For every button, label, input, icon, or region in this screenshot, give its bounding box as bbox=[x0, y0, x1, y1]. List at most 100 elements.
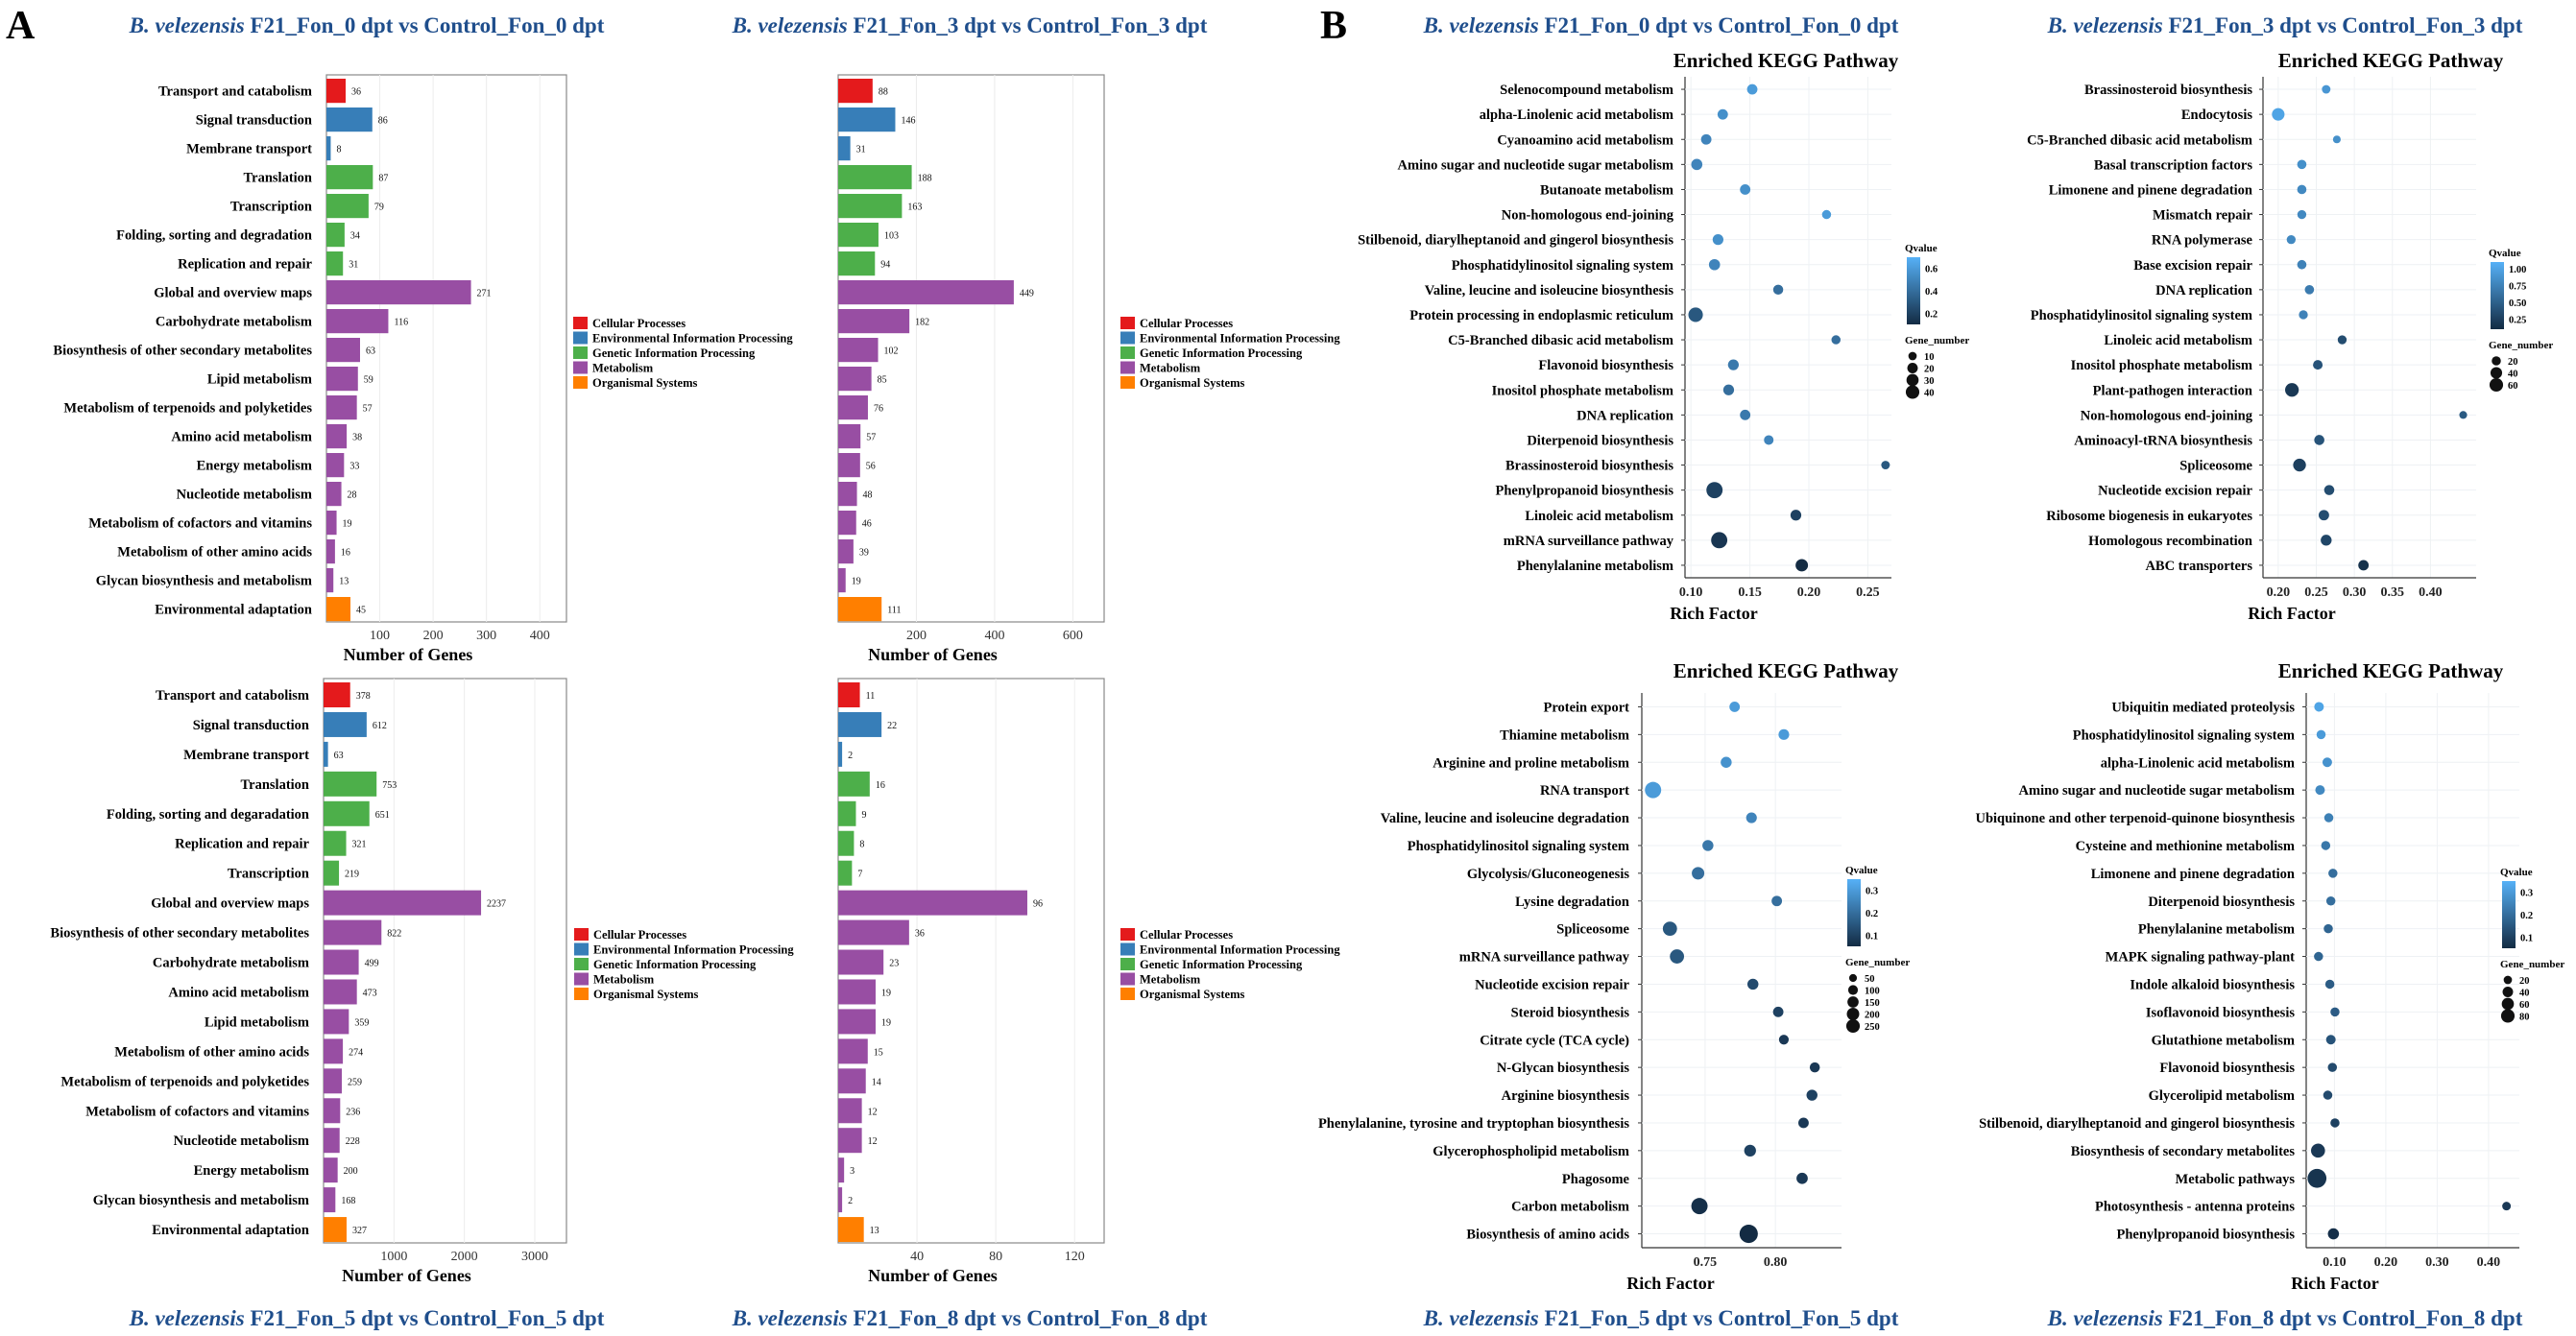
category-label: Replication and repair bbox=[178, 257, 312, 273]
qvalue-tick-label: 0.1 bbox=[1866, 931, 1878, 942]
pathway-point bbox=[1745, 812, 1757, 823]
bar-value-label: 378 bbox=[356, 691, 371, 702]
bar bbox=[326, 568, 334, 593]
pathway-point bbox=[2297, 184, 2307, 195]
category-label: Global and overview maps bbox=[154, 286, 312, 301]
pathway-point bbox=[1708, 258, 1721, 271]
category-label: Signal transduction bbox=[196, 113, 312, 129]
bar bbox=[838, 919, 909, 945]
category-label: Translation bbox=[244, 171, 312, 186]
category-label: Nucleotide metabolism bbox=[177, 488, 312, 503]
x-tick-label: 0.30 bbox=[2343, 585, 2367, 600]
gene-number-legend-label: 150 bbox=[1865, 998, 1880, 1009]
pathway-point bbox=[1740, 184, 1751, 195]
legend-label: Genetic Information Processing bbox=[1140, 958, 1303, 971]
bar-value-label: 39 bbox=[859, 548, 869, 559]
legend-swatch bbox=[1120, 972, 1135, 986]
bar-value-label: 13 bbox=[870, 1226, 879, 1236]
qvalue-tick-label: 0.50 bbox=[2509, 298, 2526, 309]
bar-value-label: 9 bbox=[861, 810, 866, 821]
legend-label: Genetic Information Processing bbox=[1140, 346, 1303, 360]
qvalue-tick-label: 0.3 bbox=[2520, 889, 2533, 899]
gene-number-legend-dot bbox=[2490, 367, 2503, 379]
bar-value-label: 182 bbox=[915, 318, 929, 328]
legend-swatch bbox=[1120, 361, 1135, 374]
x-tick-label: 0.40 bbox=[2477, 1255, 2501, 1270]
pathway-point bbox=[2323, 813, 2334, 823]
category-label: Metabolism of terpenoids and polyketides bbox=[60, 1074, 309, 1089]
bar bbox=[326, 482, 342, 507]
legend-swatch bbox=[573, 346, 588, 359]
pathway-label: ABC transporters bbox=[2145, 559, 2252, 574]
bar-value-label: 7 bbox=[857, 870, 862, 880]
gene-number-legend-label: 20 bbox=[2508, 357, 2518, 368]
pathway-point bbox=[1806, 1089, 1818, 1101]
x-tick-label: 200 bbox=[906, 629, 927, 643]
bar-value-label: 16 bbox=[876, 780, 885, 791]
qvalue-colorbar bbox=[1847, 879, 1861, 946]
x-tick-label: 100 bbox=[370, 629, 390, 643]
category-label: Metabolism of terpenoids and polyketides bbox=[63, 401, 312, 417]
pathway-point bbox=[2297, 209, 2307, 220]
pathway-label: Phosphatidylinositol signaling system bbox=[1452, 258, 1673, 274]
pathway-point bbox=[2332, 135, 2341, 144]
bar-value-label: 19 bbox=[881, 988, 891, 998]
bar bbox=[838, 1157, 845, 1183]
pathway-label: Phenylalanine metabolism bbox=[2138, 922, 2295, 938]
panel-label-a: A bbox=[6, 4, 36, 48]
x-tick-label: 40 bbox=[910, 1250, 924, 1264]
bar bbox=[838, 597, 882, 622]
pathway-point bbox=[1727, 359, 1739, 370]
pathway-point bbox=[1764, 435, 1774, 445]
pathway-label: Nucleotide excision repair bbox=[2098, 484, 2252, 499]
gene-number-legend-dot bbox=[1906, 373, 1919, 387]
bar-value-label: 11 bbox=[866, 691, 876, 702]
gene-number-legend-dot bbox=[1847, 985, 1859, 995]
pathway-label: Phenylpropanoid biosynthesis bbox=[2117, 1228, 2296, 1243]
bar-value-label: 76 bbox=[874, 404, 883, 415]
bar-value-label: 33 bbox=[349, 462, 359, 472]
pathway-label: Ubiquitin mediated proteolysis bbox=[2111, 700, 2295, 715]
category-label: Metabolism of cofactors and vitamins bbox=[88, 516, 312, 532]
legend-label: Cellular Processes bbox=[592, 317, 686, 330]
plot-frame bbox=[325, 74, 567, 623]
pathway-point bbox=[2314, 435, 2324, 445]
plot-title: Enriched KEGG Pathway bbox=[1673, 49, 1899, 72]
panel-title: B. velezensis F21_Fon_3 dpt vs Control_F… bbox=[2047, 13, 2523, 37]
pathway-label: Linoleic acid metabolism bbox=[2104, 333, 2252, 348]
bar bbox=[326, 165, 373, 190]
legend-swatch bbox=[1120, 928, 1135, 941]
pathway-label: Flavonoid biosynthesis bbox=[1538, 358, 1673, 373]
bar bbox=[838, 424, 861, 449]
legend-label: Organismal Systems bbox=[1140, 988, 1245, 1001]
qvalue-tick-label: 0.4 bbox=[1925, 287, 1938, 298]
bar bbox=[324, 800, 370, 826]
bar-value-label: 2237 bbox=[487, 899, 506, 910]
qvalue-tick-label: 0.6 bbox=[1925, 265, 1938, 275]
pathway-point bbox=[1831, 335, 1842, 345]
legend-swatch bbox=[573, 376, 588, 389]
legend-swatch bbox=[574, 958, 589, 970]
bar bbox=[838, 309, 910, 334]
pathway-label: Spliceosome bbox=[2179, 459, 2252, 474]
bar-value-label: 63 bbox=[366, 346, 375, 357]
pathway-point bbox=[1645, 781, 1662, 799]
pathway-label: Spliceosome bbox=[1556, 922, 1629, 938]
category-label: Metabolism of other amino acids bbox=[117, 545, 312, 561]
category-label: Energy metabolism bbox=[197, 459, 312, 474]
pathway-label: Mismatch repair bbox=[2153, 208, 2253, 224]
gene-number-legend-label: 60 bbox=[2508, 381, 2518, 392]
bar-value-label: 111 bbox=[887, 606, 901, 616]
legend-swatch bbox=[574, 928, 589, 941]
title-comparison: F21_Fon_3 dpt vs Control_Fon_3 dpt bbox=[848, 13, 1208, 37]
bar bbox=[838, 979, 876, 1005]
bar-value-label: 87 bbox=[378, 174, 388, 184]
x-tick-label: 0.20 bbox=[2267, 585, 2291, 600]
gene-number-legend-title: Gene_number bbox=[2500, 959, 2564, 970]
gene-number-legend-dot bbox=[2503, 975, 2513, 985]
pathway-label: Base excision repair bbox=[2133, 258, 2252, 274]
pathway-label: Homologous recombination bbox=[2088, 534, 2252, 549]
